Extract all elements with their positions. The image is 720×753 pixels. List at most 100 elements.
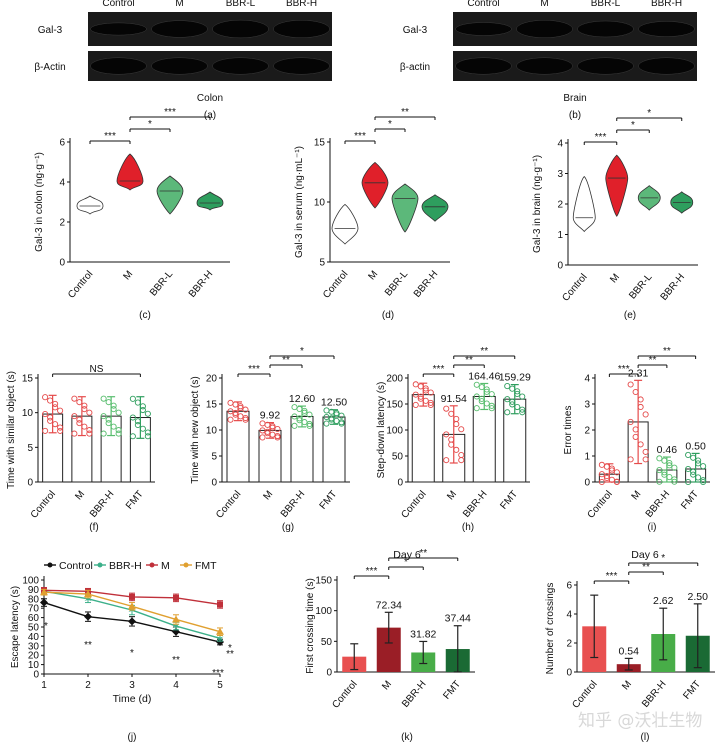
y-axis-label: Escape latency (s) (10, 586, 21, 668)
data-point (115, 427, 122, 434)
data-point (52, 400, 59, 407)
x-tick-label: FMT (124, 489, 146, 512)
x-tick-label: FMT (318, 489, 340, 512)
data-point (100, 395, 107, 402)
data-point (598, 478, 605, 486)
significance-label: ** (401, 107, 409, 118)
data-point (291, 413, 298, 420)
data-point (685, 451, 692, 459)
data-marker (173, 594, 179, 601)
data-point (323, 420, 330, 427)
data-point (637, 441, 644, 448)
data-point (81, 402, 88, 409)
data-point (57, 424, 64, 431)
protein-band (90, 22, 147, 36)
chart-title: Day 6 (393, 549, 421, 561)
legend-marker (183, 562, 189, 568)
data-point (129, 395, 136, 402)
violin (572, 176, 596, 233)
data-point (134, 421, 141, 429)
y-tick-label: 150 (315, 576, 332, 587)
significance-label: *** (618, 364, 630, 375)
lane-label: BBR-H (286, 0, 317, 9)
y-tick-label: 0 (326, 668, 332, 679)
protein-band (638, 57, 695, 75)
y-axis-label: Number of crossings (545, 583, 556, 675)
data-point (86, 430, 93, 437)
data-point (269, 424, 276, 431)
bar-value-label: 12.60 (289, 393, 315, 405)
chart-c: 0 2 4 6 Gal-3 in colon (ng·g⁻¹) Control M BBR-L… (34, 107, 230, 321)
y-tick-label: 4 (566, 610, 572, 621)
significance-label: * (647, 108, 651, 119)
data-marker: ✶ (171, 621, 180, 633)
y-tick-label: 2 (59, 218, 65, 229)
protein-band (90, 57, 147, 75)
data-point (685, 478, 692, 486)
protein-band (273, 20, 330, 38)
y-tick-label: 50 (392, 452, 404, 463)
data-point (448, 410, 455, 417)
x-tick-label: FMT (441, 679, 463, 702)
significance-label: ** (480, 346, 488, 357)
data-point (695, 460, 702, 467)
data-point (47, 414, 54, 421)
data-point (81, 423, 88, 430)
data-point (47, 397, 54, 404)
x-tick-label: BBR-L (627, 272, 655, 302)
data-point (642, 456, 649, 463)
data-marker (84, 612, 92, 621)
significance-label: * (388, 119, 392, 130)
y-tick-label: 1 (584, 452, 590, 463)
data-point (690, 471, 697, 478)
data-point (632, 388, 639, 396)
data-point (671, 478, 678, 485)
data-point (291, 422, 298, 429)
data-point (627, 456, 634, 463)
x-tick-label: M (367, 269, 381, 282)
significance-label: * (631, 120, 635, 131)
y-tick-label: 3 (557, 169, 563, 180)
data-point (412, 381, 419, 388)
y-tick-label: 20 (28, 651, 40, 662)
data-marker (129, 593, 135, 600)
x-tick-label: BBR-H (659, 272, 687, 303)
x-tick-label: Control (560, 272, 589, 304)
y-tick-label: 4 (59, 178, 65, 189)
data-point (134, 418, 141, 425)
lane-label: Control (102, 0, 134, 9)
protein-band (151, 57, 208, 75)
data-point (637, 403, 644, 411)
data-point (52, 421, 59, 428)
data-point (488, 391, 495, 398)
data-point (76, 399, 83, 406)
data-point (71, 413, 78, 420)
x-tick-label: M (73, 489, 87, 502)
data-point (110, 406, 117, 413)
x-tick-label: M (630, 489, 644, 502)
data-point (613, 478, 620, 486)
panel-label: (a) (204, 110, 216, 121)
data-point (139, 403, 146, 410)
data-point (509, 398, 516, 405)
lane-label: M (175, 0, 183, 9)
x-tick-label: Control (29, 489, 58, 521)
significance-label: ** (465, 355, 473, 366)
data-point (603, 474, 610, 481)
data-point (478, 395, 485, 402)
significance-label: * (228, 643, 232, 654)
data-point (443, 405, 450, 412)
bar-value-label: 37.44 (445, 613, 471, 625)
x-tick-label: BBR-H (187, 269, 215, 300)
data-point (473, 381, 480, 388)
significance-label: * (44, 621, 48, 632)
data-point (488, 402, 495, 409)
data-point (42, 411, 49, 418)
significance-label: * (148, 119, 152, 130)
data-point (453, 421, 460, 428)
data-point (483, 400, 490, 407)
panel-label: (g) (282, 522, 294, 533)
significance-label: * (300, 346, 304, 357)
x-tick-label: FMT (681, 679, 703, 702)
